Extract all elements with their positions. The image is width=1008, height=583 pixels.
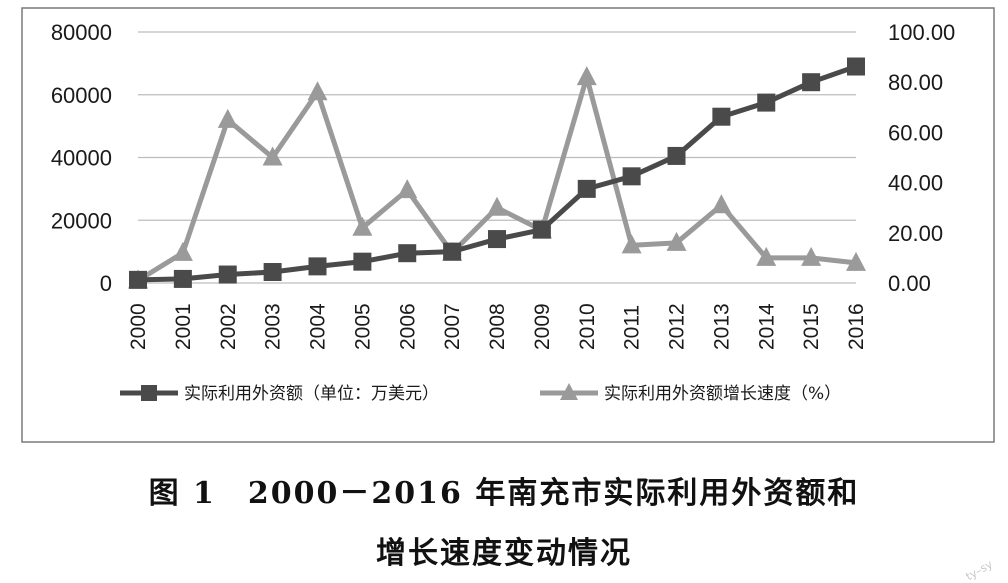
right-axis-tick-label: 40.00 [888, 171, 943, 196]
right-axis-tick-label: 20.00 [888, 221, 943, 246]
legend-triangle-icon [560, 383, 578, 400]
left-axis-tick-label: 40000 [51, 146, 112, 171]
data-point-growth-rate [756, 246, 777, 266]
x-axis-tick-label: 2000 [127, 303, 150, 350]
data-point-foreign-investment [173, 269, 192, 288]
x-axis-tick-label: 2013 [710, 303, 733, 350]
left-axis-tick-label: 20000 [51, 208, 112, 233]
left-axis-tick-label: 60000 [51, 83, 112, 108]
left-axis-tick-label: 80000 [51, 20, 112, 45]
data-point-foreign-investment [622, 167, 641, 186]
data-point-foreign-investment [577, 179, 596, 198]
x-axis-tick-label: 2001 [172, 303, 195, 350]
right-axis-tick-label: 0.00 [888, 271, 931, 296]
x-axis-tick-label: 2007 [441, 303, 464, 350]
data-point-growth-rate [711, 194, 732, 214]
x-axis-tick-label: 2006 [396, 303, 419, 350]
right-axis-tick-label: 60.00 [888, 120, 943, 145]
x-axis-tick-label: 2012 [666, 303, 689, 350]
series [128, 57, 866, 289]
data-point-foreign-investment [308, 257, 327, 276]
data-point-foreign-investment [488, 230, 506, 249]
legend-label-foreign-investment: 实际利用外资额（单位：万美元） [184, 384, 439, 404]
legend-label-growth-rate: 实际利用外资额增长速度（%） [604, 384, 841, 404]
x-axis-tick-label: 2010 [576, 303, 599, 350]
left-axis-ticks: 80000 60000 40000 20000 0 [51, 20, 112, 296]
data-point-foreign-investment [443, 242, 462, 261]
right-axis-tick-label: 80.00 [888, 70, 943, 95]
data-point-growth-rate [846, 251, 866, 271]
data-point-growth-rate [352, 216, 373, 236]
data-point-foreign-investment [398, 244, 417, 263]
chart-frame [21, 7, 995, 443]
data-point-growth-rate [397, 179, 418, 199]
data-point-foreign-investment [712, 107, 731, 126]
legend: 实际利用外资额（单位：万美元） 实际利用外资额增长速度（%） [120, 383, 841, 404]
data-point-foreign-investment [532, 220, 551, 239]
x-axis-tick-label: 2005 [351, 303, 374, 350]
x-axis-tick-label: 2002 [217, 303, 240, 350]
legend-square-icon [141, 385, 157, 401]
left-axis-tick-label: 0 [100, 271, 112, 296]
x-axis-tick-label: 2009 [531, 303, 554, 350]
figure-caption-line1: 图 1 2000－2016 年南充市实际利用外资额和 [148, 476, 860, 511]
data-point-growth-rate [487, 196, 507, 216]
x-axis-tick-label: 2003 [262, 303, 285, 350]
gridlines [138, 31, 856, 284]
data-point-foreign-investment [802, 73, 821, 92]
data-point-growth-rate [666, 231, 687, 251]
data-point-foreign-investment [757, 93, 776, 112]
figure-caption-line2: 增长速度变动情况 [376, 536, 632, 571]
right-axis-tick-label: 100.00 [888, 20, 955, 45]
data-point-growth-rate [621, 234, 642, 254]
data-point-growth-rate [172, 241, 193, 261]
x-axis-tick-label: 2008 [486, 303, 509, 350]
data-point-growth-rate [801, 246, 822, 266]
x-axis-tick-label: 2011 [621, 305, 644, 350]
data-point-foreign-investment [263, 263, 282, 282]
data-point-foreign-investment [218, 265, 237, 284]
data-point-growth-rate [262, 146, 283, 166]
x-axis-tick-label: 2015 [800, 303, 823, 350]
x-axis-tick-label: 2014 [755, 303, 778, 350]
data-point-growth-rate [307, 81, 328, 101]
data-point-growth-rate [576, 66, 597, 86]
x-axis-ticks: 2000 2001 2002 2003 2004 2005 2006 2007 2008 2009… [127, 303, 868, 350]
data-point-foreign-investment [667, 146, 686, 165]
data-point-foreign-investment [129, 270, 147, 289]
data-point-foreign-investment [847, 57, 865, 76]
x-axis-tick-label: 2004 [307, 303, 330, 350]
right-axis-ticks: 100.00 80.00 60.00 40.00 20.00 0.00 [888, 20, 955, 296]
x-axis-tick-label: 2016 [845, 303, 868, 350]
data-point-foreign-investment [353, 252, 372, 271]
data-point-growth-rate [217, 108, 238, 128]
